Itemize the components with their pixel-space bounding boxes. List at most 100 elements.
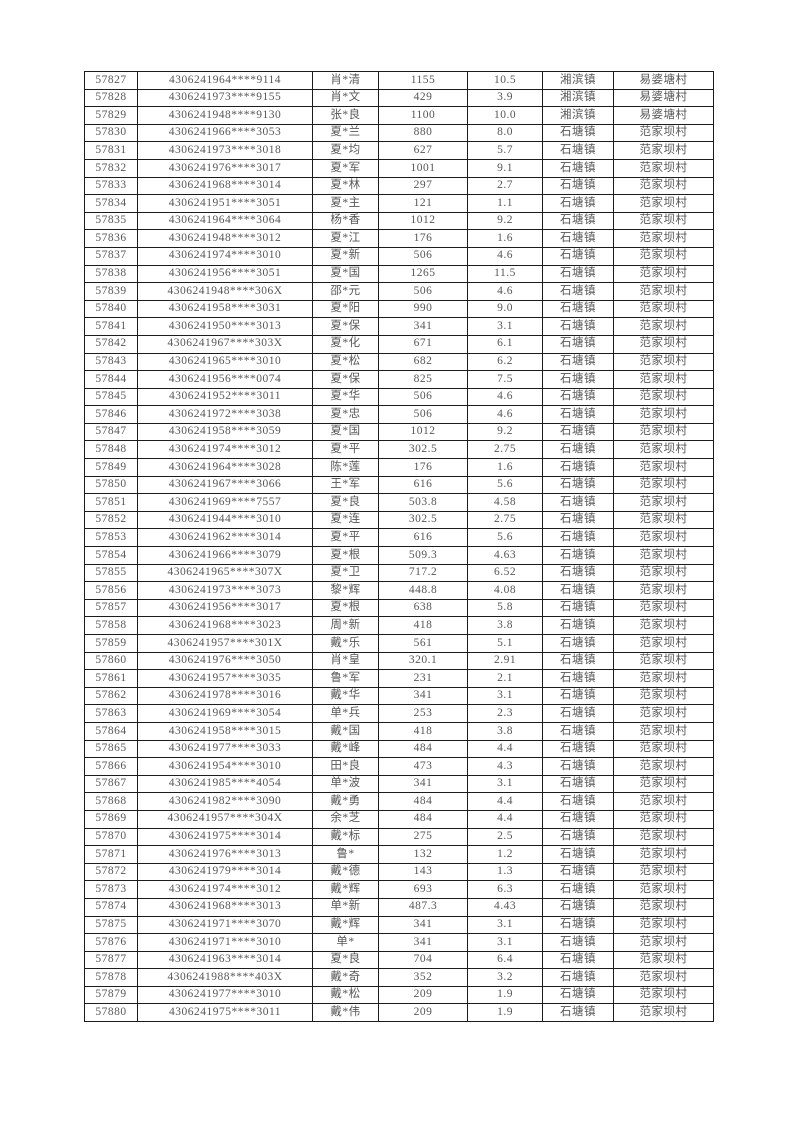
amount-cell: 253 [378,704,468,723]
town-cell: 石塘镇 [542,370,614,389]
amount-cell: 487.3 [378,897,468,917]
table-row: 57857 4306241956****3017 夏*根 638 5.8 石塘镇 范家坝村 [84,598,714,618]
amount-cell: 638 [378,598,468,618]
serial-cell: 57842 [84,334,138,354]
area-cell: 6.3 [467,880,543,899]
name-cell: 戴*勇 [312,792,379,811]
town-cell: 石塘镇 [542,792,614,811]
name-cell: 夏*卫 [312,563,379,583]
table-row: 57841 4306241950****3013 夏*保 341 3.1 石塘镇 范家坝村 [84,317,714,336]
serial-cell: 57874 [84,897,138,917]
amount-cell: 484 [378,792,468,811]
table-row: 57871 4306241976****3013 鲁* 132 1.2 石塘镇 范家坝村 [84,845,714,864]
village-cell: 范家坝村 [613,229,714,248]
name-cell: 夏*保 [312,317,379,336]
serial-cell: 57846 [84,405,138,424]
serial-cell: 57867 [84,774,138,794]
id-number-cell: 4306241952****3011 [137,387,313,407]
table-row: 57853 4306241962****3014 夏*平 616 5.6 石塘镇 范家坝村 [84,528,714,548]
village-cell: 范家坝村 [613,915,714,935]
village-cell: 范家坝村 [613,880,714,899]
name-cell: 夏*国 [312,422,379,442]
table-row: 57840 4306241958****3031 夏*阳 990 9.0 石塘镇 范家坝村 [84,299,714,319]
name-cell: 周*新 [312,616,379,635]
area-cell: 5.1 [467,634,543,653]
village-cell: 范家坝村 [613,1003,714,1023]
town-cell: 石塘镇 [542,721,614,741]
table-row: 57863 4306241969****3054 单*兵 253 2.3 石塘镇 范家坝村 [84,704,714,723]
town-cell: 石塘镇 [542,616,614,635]
amount-cell: 1265 [378,264,468,284]
village-cell: 范家坝村 [613,546,714,565]
table-row: 57832 4306241976****3017 夏*军 1001 9.1 石塘镇 范家坝村 [84,158,714,178]
serial-cell: 57880 [84,1003,138,1023]
serial-cell: 57839 [84,282,138,301]
town-cell: 石塘镇 [542,282,614,301]
village-cell: 范家坝村 [613,897,714,917]
id-number-cell: 4306241976****3050 [137,651,313,671]
town-cell: 石塘镇 [542,317,614,336]
table-row: 57851 4306241969****7557 夏*良 503.8 4.58 石塘镇 范家… [84,493,714,512]
town-cell: 石塘镇 [542,651,614,671]
table-row: 57859 4306241957****301X 戴*乐 561 5.1 石塘镇 范家坝村 [84,634,714,653]
town-cell: 石塘镇 [542,880,614,899]
table-row: 57874 4306241968****3013 单*新 487.3 4.43 石塘镇 范家… [84,897,714,917]
name-cell: 戴*标 [312,827,379,847]
amount-cell: 693 [378,880,468,899]
id-number-cell: 4306241965****3010 [137,352,313,372]
village-cell: 范家坝村 [613,334,714,354]
town-cell: 石塘镇 [542,598,614,618]
village-cell: 范家坝村 [613,651,714,671]
amount-cell: 429 [378,88,468,108]
amount-cell: 275 [378,827,468,847]
serial-cell: 57841 [84,317,138,336]
name-cell: 戴*华 [312,686,379,706]
village-cell: 范家坝村 [613,933,714,952]
name-cell: 夏*良 [312,950,379,970]
village-cell: 范家坝村 [613,581,714,600]
name-cell: 夏*根 [312,546,379,565]
town-cell: 石塘镇 [542,352,614,372]
table-row: 57879 4306241977****3010 戴*松 209 1.9 石塘镇 范家坝村 [84,985,714,1005]
serial-cell: 57834 [84,194,138,213]
serial-cell: 57876 [84,933,138,952]
id-number-cell: 4306241971****3010 [137,933,313,952]
id-number-cell: 4306241973****3073 [137,581,313,600]
town-cell: 石塘镇 [542,510,614,530]
id-number-cell: 4306241951****3051 [137,194,313,213]
id-number-cell: 4306241977****3033 [137,739,313,759]
serial-cell: 57832 [84,158,138,178]
id-number-cell: 4306241974****3012 [137,440,313,460]
amount-cell: 341 [378,915,468,935]
amount-cell: 473 [378,757,468,776]
amount-cell: 506 [378,246,468,266]
id-number-cell: 4306241963****3014 [137,950,313,970]
id-number-cell: 4306241982****3090 [137,792,313,811]
table-row: 57839 4306241948****306X 邵*元 506 4.6 石塘镇 范家坝村 [84,282,714,301]
town-cell: 湘滨镇 [542,71,614,90]
village-cell: 范家坝村 [613,827,714,847]
id-number-cell: 4306241964****3028 [137,458,313,477]
table-row: 57833 4306241968****3014 夏*林 297 2.7 石塘镇 范家坝村 [84,176,714,196]
serial-cell: 57853 [84,528,138,548]
name-cell: 戴*乐 [312,634,379,653]
area-cell: 10.5 [467,71,543,90]
area-cell: 4.63 [467,546,543,565]
town-cell: 石塘镇 [542,774,614,794]
area-cell: 1.2 [467,845,543,864]
town-cell: 石塘镇 [542,334,614,354]
id-number-cell: 4306241973****3018 [137,141,313,160]
name-cell: 单* [312,933,379,952]
village-cell: 范家坝村 [613,158,714,178]
name-cell: 黎*辉 [312,581,379,600]
table-row: 57873 4306241974****3012 戴*辉 693 6.3 石塘镇 范家坝村 [84,880,714,899]
town-cell: 石塘镇 [542,211,614,231]
name-cell: 夏*林 [312,176,379,196]
id-number-cell: 4306241971****3070 [137,915,313,935]
area-cell: 2.1 [467,669,543,688]
table-row: 57837 4306241974****3010 夏*新 506 4.6 石塘镇 范家坝村 [84,246,714,266]
id-number-cell: 4306241977****3010 [137,985,313,1005]
serial-cell: 57843 [84,352,138,372]
name-cell: 夏*主 [312,194,379,213]
table-row: 57858 4306241968****3023 周*新 418 3.8 石塘镇 范家坝村 [84,616,714,635]
